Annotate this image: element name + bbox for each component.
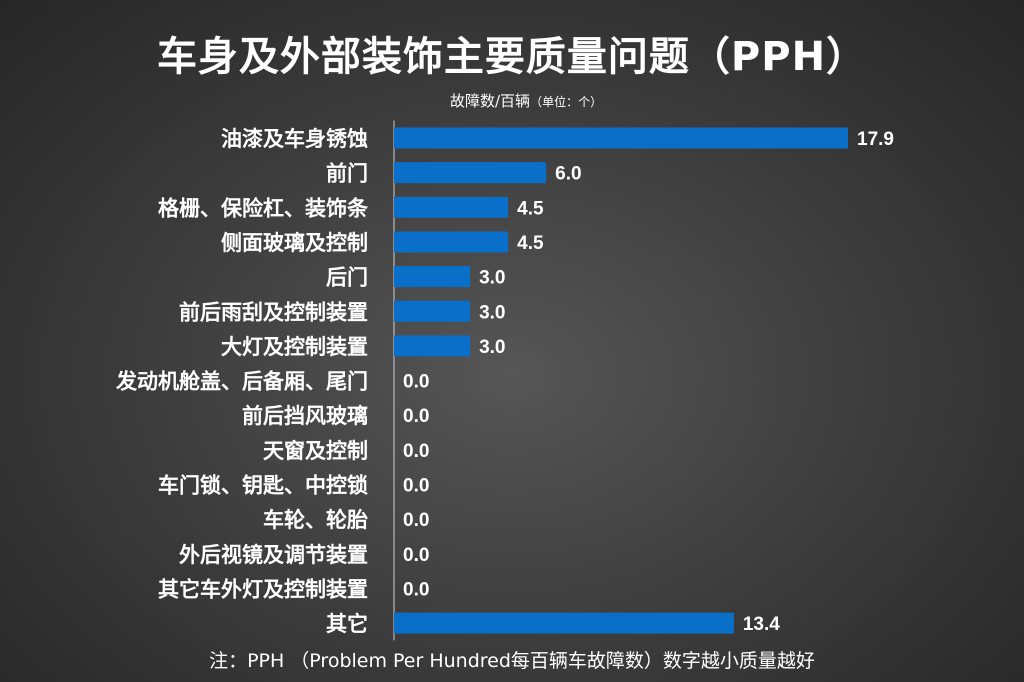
bar bbox=[394, 612, 734, 634]
value-label: 4.5 bbox=[517, 198, 544, 219]
unit-main: 故障数/百辆 bbox=[450, 92, 531, 110]
value-label: 0.0 bbox=[403, 441, 429, 462]
category-label: 其它 bbox=[326, 612, 368, 636]
value-label: 3.0 bbox=[479, 337, 505, 358]
bar bbox=[394, 162, 547, 184]
bar bbox=[394, 335, 471, 357]
category-label: 车轮、轮胎 bbox=[263, 508, 368, 532]
bars-group: 油漆及车身锈蚀 17.9 前门 6.0 格栅、保险杠、装饰条 4.5 侧面玻璃及控制 4.5 后… bbox=[115, 127, 894, 636]
bar bbox=[394, 266, 471, 288]
category-label: 前后挡风玻璃 bbox=[242, 404, 368, 428]
value-label: 17.9 bbox=[857, 129, 894, 150]
value-label: 0.0 bbox=[403, 372, 429, 393]
category-label: 油漆及车身锈蚀 bbox=[221, 127, 368, 151]
footnote: 注：PPH （Problem Per Hundred每百辆车故障数）数字越小质量… bbox=[209, 650, 815, 672]
category-label: 其它车外灯及控制装置 bbox=[158, 577, 368, 601]
bar bbox=[394, 127, 848, 149]
unit-label: 故障数/百辆（单位：个） bbox=[450, 90, 602, 111]
value-label: 0.0 bbox=[403, 510, 429, 531]
value-label: 4.5 bbox=[517, 233, 544, 254]
value-label: 3.0 bbox=[479, 302, 505, 323]
category-label: 车门锁、钥匙、中控锁 bbox=[158, 474, 368, 498]
value-label: 0.0 bbox=[403, 406, 429, 427]
value-label: 0.0 bbox=[403, 579, 429, 600]
category-label: 前后雨刮及控制装置 bbox=[179, 300, 368, 324]
category-label: 格栅、保险杠、装饰条 bbox=[158, 196, 369, 220]
value-label: 3.0 bbox=[479, 268, 505, 289]
value-label: 0.0 bbox=[403, 545, 429, 566]
category-label: 后门 bbox=[326, 266, 368, 290]
bar bbox=[394, 196, 509, 218]
bar bbox=[394, 231, 509, 253]
value-label: 13.4 bbox=[743, 614, 780, 635]
value-label: 0.0 bbox=[403, 476, 429, 497]
bar bbox=[394, 300, 471, 322]
category-label: 前门 bbox=[326, 162, 368, 186]
category-label: 侧面玻璃及控制 bbox=[221, 231, 368, 255]
chart-title: 车身及外部装饰主要质量问题（PPH） bbox=[156, 34, 868, 80]
category-label: 大灯及控制装置 bbox=[221, 335, 368, 359]
unit-paren: （单位：个） bbox=[530, 95, 603, 109]
category-label: 外后视镜及调节装置 bbox=[179, 543, 368, 567]
value-label: 6.0 bbox=[555, 164, 581, 185]
category-label: 天窗及控制 bbox=[263, 439, 368, 463]
category-label: 发动机舱盖、后备厢、尾门 bbox=[115, 370, 368, 394]
